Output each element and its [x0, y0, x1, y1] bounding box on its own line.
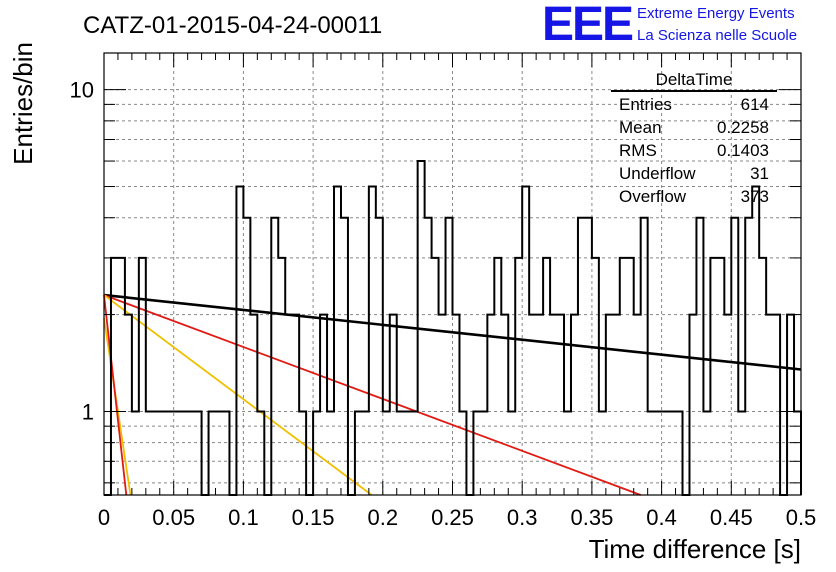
logo-line-2: La Scienza nelle Scuole	[637, 27, 797, 44]
x-tick-label: 0.05	[152, 505, 195, 530]
stats-label: Entries	[619, 95, 672, 114]
x-tick-label: 0.35	[570, 505, 613, 530]
stats-label: Overflow	[619, 187, 687, 206]
stats-value: 0.2258	[717, 118, 769, 137]
stats-rows: Entries 614 Mean 0.2258 RMS 0.1403 Underflow 31…	[619, 95, 769, 206]
stats-label: RMS	[619, 141, 657, 160]
fit-line	[103, 294, 642, 496]
stats-title: DeltaTime	[656, 70, 733, 89]
x-tick-label: 0.5	[786, 505, 817, 530]
x-tick-label: 0.1	[228, 505, 259, 530]
x-tick-label: 0	[98, 505, 110, 530]
stats-value: 0.1403	[717, 141, 769, 160]
fit-line	[103, 293, 802, 371]
chart-title: CATZ-01-2015-04-24-00011	[83, 12, 382, 39]
stats-value: 373	[741, 187, 769, 206]
fit-line	[103, 294, 128, 496]
x-tick-label: 0.25	[431, 505, 474, 530]
stats-label: Mean	[619, 118, 662, 137]
x-tick-label: 0.2	[368, 505, 399, 530]
plot-frame	[103, 52, 802, 496]
fit-curves	[103, 293, 802, 496]
y-axis-label: Entries/bin	[8, 42, 38, 165]
y-tick-label: 10	[70, 78, 94, 103]
stats-box: DeltaTime Entries 614 Mean 0.2258 RMS 0.1403 U…	[611, 70, 777, 206]
stats-value: 31	[750, 164, 769, 183]
logo-mark: EEE	[542, 0, 633, 51]
stats-value: 614	[741, 95, 769, 114]
fit-line	[103, 294, 373, 496]
stats-label: Underflow	[619, 164, 696, 183]
x-tick-label: 0.15	[292, 505, 335, 530]
histogram-outline	[104, 160, 802, 496]
x-tick-label: 0.45	[710, 505, 753, 530]
histogram	[104, 160, 802, 496]
x-tick-label: 0.4	[646, 505, 677, 530]
eee-logo: EEE Extreme Energy Events La Scienza nel…	[542, 0, 797, 51]
y-tick-label: 1	[82, 399, 94, 424]
tick-labels: 0 0.05 0.1 0.15 0.2 0.25 0.3 0.35 0.4 0.45 0.5 1 10	[70, 78, 817, 530]
axes	[103, 52, 802, 496]
x-tick-label: 0.3	[507, 505, 538, 530]
logo-line-1: Extreme Energy Events	[637, 5, 795, 22]
x-axis-label: Time difference [s]	[589, 534, 801, 564]
